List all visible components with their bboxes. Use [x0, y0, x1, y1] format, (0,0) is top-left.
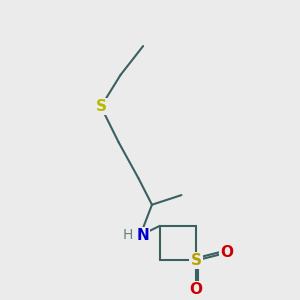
Text: S: S	[190, 253, 202, 268]
Text: S: S	[95, 99, 106, 114]
Text: N: N	[136, 228, 149, 243]
Text: H: H	[123, 229, 133, 242]
Text: O: O	[220, 245, 233, 260]
Text: O: O	[190, 282, 202, 297]
